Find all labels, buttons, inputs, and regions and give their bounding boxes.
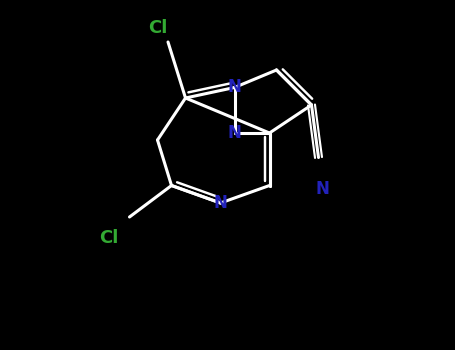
Text: N: N	[315, 180, 329, 198]
Text: N: N	[228, 124, 242, 142]
Text: N: N	[228, 78, 242, 97]
Text: Cl: Cl	[99, 229, 118, 247]
Text: N: N	[213, 194, 228, 212]
Text: Cl: Cl	[148, 19, 167, 37]
